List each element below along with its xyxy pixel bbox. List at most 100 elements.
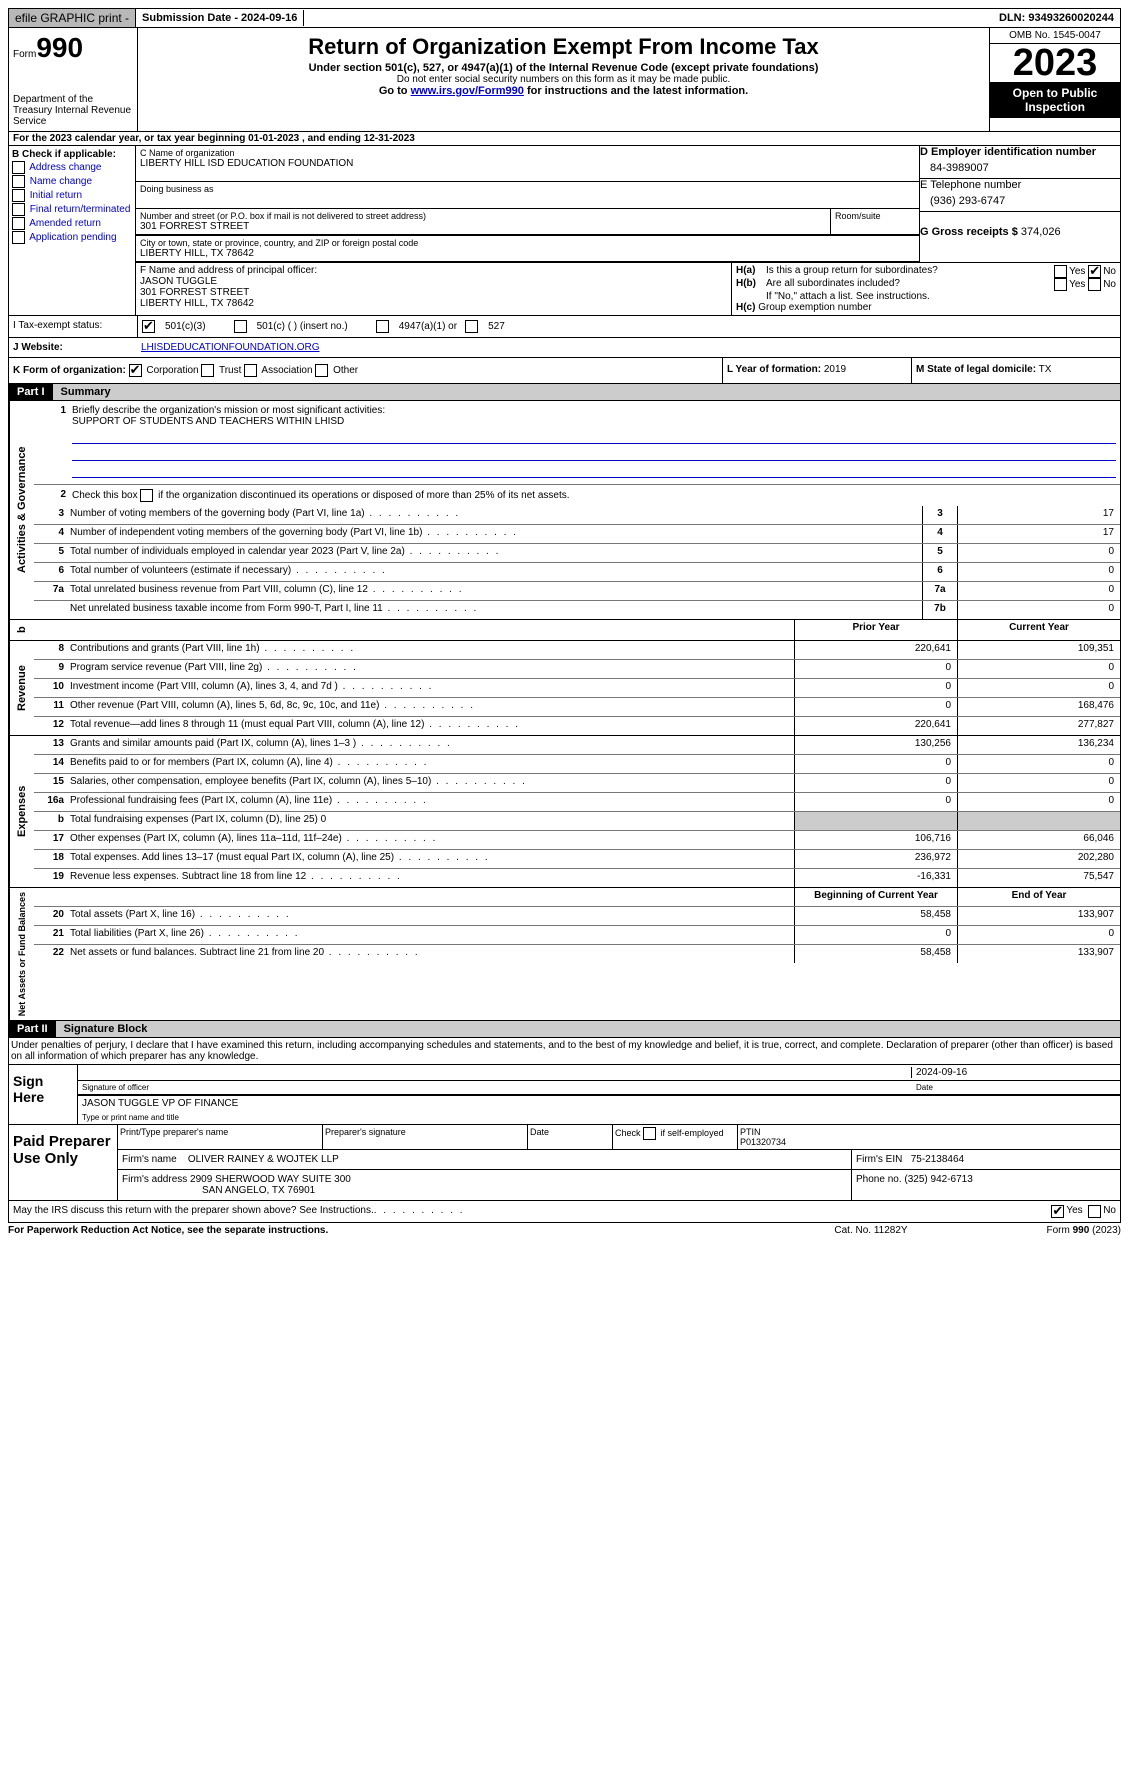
prior-22: 58,458 <box>794 945 957 963</box>
curr-8: 109,351 <box>957 641 1120 659</box>
prior-18: 236,972 <box>794 850 957 868</box>
boxb-opt[interactable]: Amended return <box>12 217 132 230</box>
curr-10: 0 <box>957 679 1120 697</box>
website-link[interactable]: LHISDEDUCATIONFOUNDATION.ORG <box>141 342 320 353</box>
side-expenses: Expenses <box>9 736 34 887</box>
prep-phone: (325) 942-6713 <box>904 1174 972 1185</box>
prior-15: 0 <box>794 774 957 792</box>
org-address: 301 FORREST STREET <box>140 221 826 232</box>
korg-trust[interactable] <box>201 364 214 377</box>
val-6: 0 <box>957 563 1120 581</box>
hb-yes[interactable] <box>1054 278 1067 291</box>
curr-16a: 0 <box>957 793 1120 811</box>
gross-receipts: 374,026 <box>1021 226 1061 238</box>
submission-date: Submission Date - 2024-09-16 <box>136 10 304 26</box>
top-bar: efile GRAPHIC print - Submission Date - … <box>8 8 1121 28</box>
discuss-no[interactable] <box>1088 1205 1101 1218</box>
prior-9: 0 <box>794 660 957 678</box>
prior-21: 0 <box>794 926 957 944</box>
discuss-yes[interactable] <box>1051 1205 1064 1218</box>
part1-hdr: Part I <box>9 384 53 400</box>
cb-4947[interactable] <box>376 320 389 333</box>
prior-16a: 0 <box>794 793 957 811</box>
org-city: LIBERTY HILL, TX 78642 <box>140 248 915 259</box>
ein: 84-3989007 <box>920 158 1120 178</box>
ha-no[interactable] <box>1088 265 1101 278</box>
prior-b <box>794 812 957 830</box>
curr-18: 202,280 <box>957 850 1120 868</box>
curr-19: 75,547 <box>957 869 1120 887</box>
paperwork-notice: For Paperwork Reduction Act Notice, see … <box>8 1225 771 1236</box>
phone: (936) 293-6747 <box>920 191 1120 211</box>
firm-ein: 75-2138464 <box>911 1154 964 1165</box>
boxb-opt[interactable]: Initial return <box>12 189 132 202</box>
form-title: Return of Organization Exempt From Incom… <box>142 34 985 60</box>
val-4: 17 <box>957 525 1120 543</box>
curr-15: 0 <box>957 774 1120 792</box>
boxb-opt[interactable]: Application pending <box>12 231 132 244</box>
form-number: 990 <box>36 32 83 63</box>
curr-b <box>957 812 1120 830</box>
korg-association[interactable] <box>244 364 257 377</box>
boxb-opt[interactable]: Address change <box>12 161 132 174</box>
officer-sig-name: JASON TUGGLE VP OF FINANCE <box>82 1098 238 1109</box>
tax-status-label: I Tax-exempt status: <box>9 316 138 337</box>
val-5: 0 <box>957 544 1120 562</box>
cb-selfemp[interactable] <box>643 1127 656 1140</box>
side-netassets: Net Assets or Fund Balances <box>9 888 34 1020</box>
prior-11: 0 <box>794 698 957 716</box>
curr-20: 133,907 <box>957 907 1120 925</box>
year-formation: 2019 <box>824 364 846 375</box>
boxb-opt[interactable]: Final return/terminated <box>12 203 132 216</box>
part2-hdr: Part II <box>9 1021 56 1037</box>
declaration: Under penalties of perjury, I declare th… <box>8 1038 1121 1065</box>
cb-discontinued[interactable] <box>140 489 153 502</box>
prior-14: 0 <box>794 755 957 773</box>
curr-12: 277,827 <box>957 717 1120 735</box>
open-inspection: Open to Public Inspection <box>990 82 1120 118</box>
ssn-note: Do not enter social security numbers on … <box>142 74 985 85</box>
korg-other[interactable] <box>315 364 328 377</box>
form-header: Form990 Department of the Treasury Inter… <box>8 28 1121 132</box>
box-b: B Check if applicable: Address change Na… <box>9 146 136 315</box>
dept-treasury: Department of the Treasury Internal Reve… <box>13 94 133 127</box>
domicile: TX <box>1039 364 1052 375</box>
prior-12: 220,641 <box>794 717 957 735</box>
ptin: P01320734 <box>740 1137 786 1147</box>
cb-501c[interactable] <box>234 320 247 333</box>
officer-name: JASON TUGGLE <box>140 276 727 287</box>
mission: SUPPORT OF STUDENTS AND TEACHERS WITHIN … <box>72 416 344 427</box>
side-activities: Activities & Governance <box>9 401 34 619</box>
form-prefix: Form <box>13 49 36 60</box>
form-subtitle: Under section 501(c), 527, or 4947(a)(1)… <box>142 62 985 74</box>
curr-21: 0 <box>957 926 1120 944</box>
side-revenue: Revenue <box>9 641 34 735</box>
sign-date: 2024-09-16 <box>911 1067 1116 1078</box>
cb-501c3[interactable] <box>142 320 155 333</box>
tax-year: 2023 <box>990 44 1120 82</box>
prior-10: 0 <box>794 679 957 697</box>
dln: DLN: 93493260020244 <box>993 10 1120 26</box>
curr-17: 66,046 <box>957 831 1120 849</box>
val-3: 17 <box>957 506 1120 524</box>
prior-20: 58,458 <box>794 907 957 925</box>
firm-name: OLIVER RAINEY & WOJTEK LLP <box>188 1154 339 1165</box>
prior-17: 106,716 <box>794 831 957 849</box>
prior-8: 220,641 <box>794 641 957 659</box>
val-7b: 0 <box>957 601 1120 619</box>
curr-11: 168,476 <box>957 698 1120 716</box>
prior-13: 130,256 <box>794 736 957 754</box>
ha-yes[interactable] <box>1054 265 1067 278</box>
efile-print[interactable]: efile GRAPHIC print - <box>9 9 136 27</box>
org-name: LIBERTY HILL ISD EDUCATION FOUNDATION <box>140 158 915 169</box>
curr-22: 133,907 <box>957 945 1120 963</box>
curr-13: 136,234 <box>957 736 1120 754</box>
curr-9: 0 <box>957 660 1120 678</box>
hb-no[interactable] <box>1088 278 1101 291</box>
irs-link[interactable]: www.irs.gov/Form990 <box>411 85 524 97</box>
korg-corporation[interactable] <box>129 364 142 377</box>
cb-527[interactable] <box>465 320 478 333</box>
boxb-opt[interactable]: Name change <box>12 175 132 188</box>
val-7a: 0 <box>957 582 1120 600</box>
section-a: For the 2023 calendar year, or tax year … <box>8 132 1121 146</box>
